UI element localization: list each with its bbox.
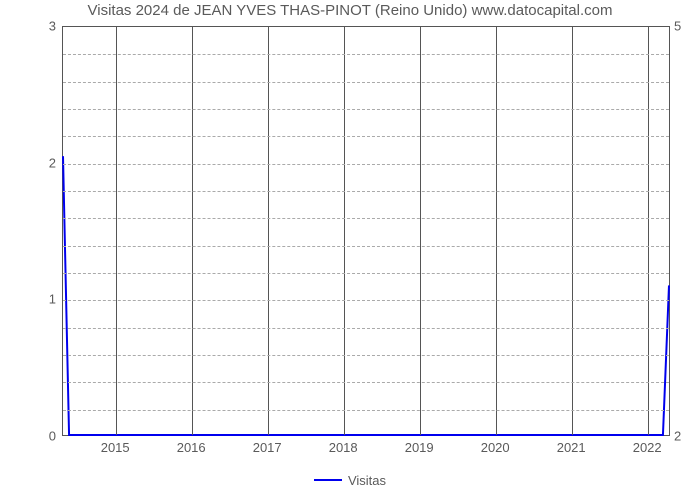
grid-horizontal-minor: [63, 300, 669, 301]
grid-horizontal-minor: [63, 191, 669, 192]
grid-vertical: [268, 27, 269, 435]
y-tick-label: 1: [36, 292, 56, 307]
grid-horizontal-minor: [63, 82, 669, 83]
grid-vertical: [116, 27, 117, 435]
y-tick-label: 0: [36, 429, 56, 444]
legend-label: Visitas: [348, 473, 386, 488]
grid-vertical: [648, 27, 649, 435]
y-tick-label: 3: [36, 19, 56, 34]
legend: Visitas: [0, 468, 700, 488]
series-line: [63, 156, 669, 435]
x-tick-label: 2015: [101, 440, 130, 455]
x-tick-label: 2017: [253, 440, 282, 455]
grid-horizontal-minor: [63, 246, 669, 247]
x-tick-label: 2022: [633, 440, 662, 455]
legend-item-visitas: Visitas: [314, 473, 386, 488]
x-tick-label: 2016: [177, 440, 206, 455]
y-tick-label: 2: [36, 155, 56, 170]
grid-vertical: [344, 27, 345, 435]
grid-vertical: [572, 27, 573, 435]
chart-title: Visitas 2024 de JEAN YVES THAS-PINOT (Re…: [0, 2, 700, 19]
series-layer: [63, 27, 669, 435]
x-tick-label: 2020: [481, 440, 510, 455]
grid-vertical: [192, 27, 193, 435]
y2-tick-label: 5: [674, 19, 681, 34]
x-tick-label: 2021: [557, 440, 586, 455]
grid-horizontal-minor: [63, 54, 669, 55]
plot-area: [62, 26, 670, 436]
legend-swatch: [314, 479, 342, 481]
grid-horizontal-minor: [63, 273, 669, 274]
chart-container: Visitas 2024 de JEAN YVES THAS-PINOT (Re…: [0, 0, 700, 500]
grid-horizontal-minor: [63, 136, 669, 137]
grid-horizontal-minor: [63, 410, 669, 411]
grid-horizontal-minor: [63, 218, 669, 219]
grid-horizontal-minor: [63, 109, 669, 110]
grid-horizontal-minor: [63, 382, 669, 383]
grid-horizontal-minor: [63, 164, 669, 165]
grid-horizontal-minor: [63, 328, 669, 329]
grid-vertical: [420, 27, 421, 435]
grid-vertical: [496, 27, 497, 435]
grid-horizontal-minor: [63, 355, 669, 356]
y2-tick-label: 2: [674, 429, 681, 444]
x-tick-label: 2018: [329, 440, 358, 455]
x-tick-label: 2019: [405, 440, 434, 455]
